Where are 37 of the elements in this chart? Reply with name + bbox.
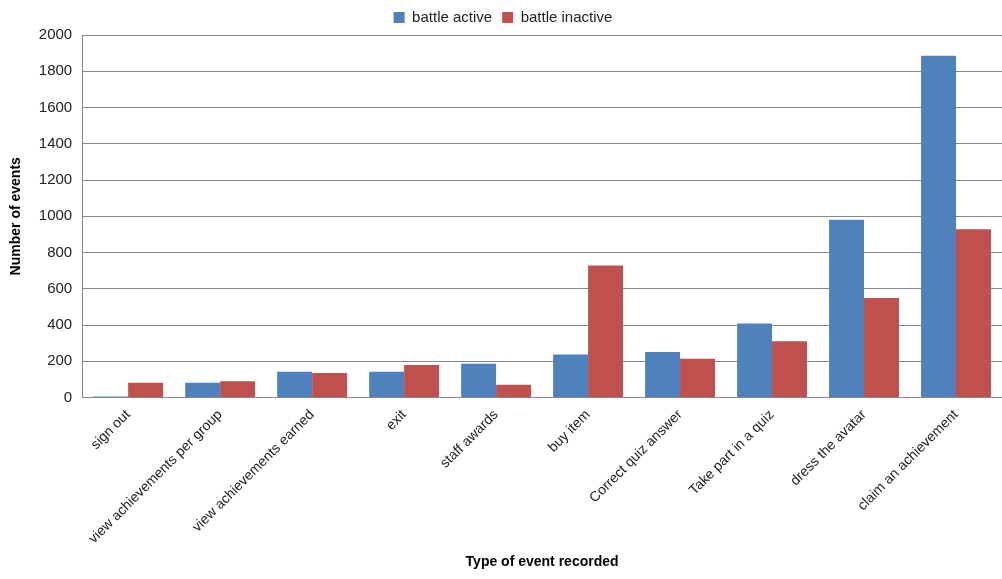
bar xyxy=(588,265,624,398)
bar xyxy=(369,371,405,398)
y-tick-label: 800 xyxy=(47,242,73,260)
bar xyxy=(277,371,313,398)
bar xyxy=(956,229,991,398)
bar xyxy=(220,381,256,398)
bar xyxy=(553,354,589,398)
y-tick-label: 1800 xyxy=(38,61,73,79)
legend-label: battle active xyxy=(412,7,493,25)
bar xyxy=(772,341,807,398)
bar xyxy=(645,351,681,398)
y-tick-label: 400 xyxy=(47,315,73,333)
bar xyxy=(829,219,865,398)
x-axis-title: Type of event recorded xyxy=(465,553,619,570)
bar xyxy=(128,382,164,398)
bar xyxy=(921,55,957,398)
y-tick-label: 200 xyxy=(47,351,73,369)
x-tick-label: sign out xyxy=(87,405,134,453)
y-tick-label: 600 xyxy=(47,278,73,296)
bar xyxy=(185,382,221,398)
legend-label: battle inactive xyxy=(520,7,613,25)
y-tick-label: 1000 xyxy=(38,206,73,224)
y-tick-label: 1600 xyxy=(38,97,73,115)
y-axis-title: Number of events xyxy=(7,156,24,276)
x-tick-label: buy item xyxy=(544,406,593,455)
y-tick-label: 2000 xyxy=(38,25,73,43)
bar xyxy=(461,363,497,398)
x-tick-label: exit xyxy=(382,405,410,433)
bar xyxy=(864,298,899,398)
bar xyxy=(496,384,532,398)
bar xyxy=(404,364,440,398)
y-tick-label: 1200 xyxy=(38,170,73,188)
bar xyxy=(737,323,773,398)
y-tick-label: 1400 xyxy=(38,133,73,151)
bar xyxy=(680,358,716,398)
bar xyxy=(312,372,348,398)
y-tick-label: 0 xyxy=(63,387,73,405)
